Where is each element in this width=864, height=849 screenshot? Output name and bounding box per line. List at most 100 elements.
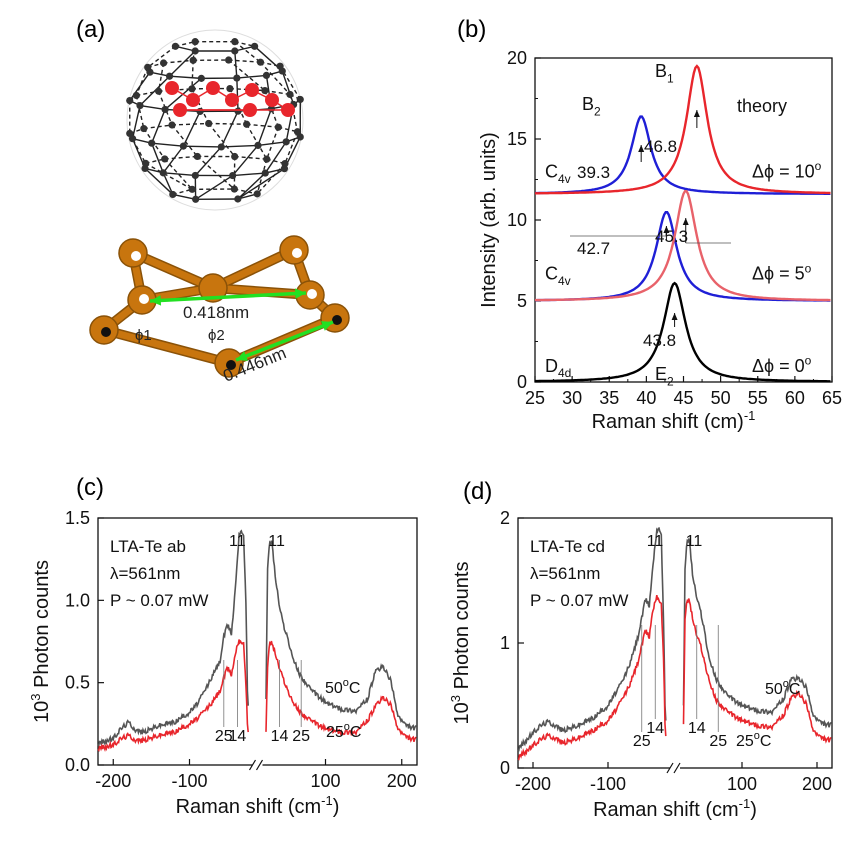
cage-bond [169, 75, 202, 80]
cage-atom [226, 84, 234, 93]
x-tick-label: 45 [673, 388, 693, 408]
temp-label-25: 25oC [736, 730, 771, 750]
peak-value-468: 46.8 [644, 137, 677, 156]
peak-arrow-head [682, 218, 689, 225]
cage-atom [197, 74, 205, 82]
peak-label-e2: E2 [655, 364, 674, 388]
ring-bond [100, 326, 233, 367]
te-atom [165, 81, 179, 95]
cage-bond [183, 145, 222, 148]
mode-label-right-14: 14 [271, 728, 289, 745]
cage-atom [256, 58, 265, 66]
ring-atom-hole [139, 294, 149, 304]
series-line [535, 64, 831, 195]
cage-bond [234, 41, 261, 63]
cage-atom [188, 185, 196, 193]
cage-bond [237, 168, 285, 200]
cage-atom [234, 195, 242, 203]
y-tick-label: 0.0 [65, 755, 90, 775]
y-axis-label: Intensity (arb. units) [478, 132, 500, 308]
cage-bond [237, 172, 266, 200]
cage-bond [228, 59, 261, 63]
cage-bond [139, 75, 171, 107]
ring-atom-dot [226, 360, 236, 370]
x-axis-label: Raman shift (cm-1) [593, 796, 757, 821]
cage-bond [164, 155, 198, 160]
cage-atom [154, 87, 163, 95]
cage-atom [144, 63, 152, 71]
cage-bond [234, 50, 238, 79]
mode-label-left-25: 25 [633, 733, 651, 750]
cage-atom [233, 74, 241, 82]
cage-bond [182, 111, 201, 147]
cage-bond [194, 146, 222, 176]
cage-atom [171, 42, 179, 50]
chart-b: 25 30 35 40 45 50 55 60 65 0 5 10 15 20 Raman shift (c… [478, 48, 842, 433]
x-tick-label: 100 [310, 771, 340, 791]
peak-arrow-head [638, 145, 645, 152]
peak-label-b2: B2 [582, 94, 601, 118]
cage-bond [151, 142, 164, 174]
cage-atom [231, 152, 239, 161]
y-tick-label: 15 [507, 129, 527, 149]
cage-bond [208, 122, 247, 125]
series-line [265, 540, 417, 732]
cage-bond [257, 108, 273, 146]
cage-bond [163, 59, 194, 64]
x-tick-label: -200 [515, 774, 551, 794]
y-tick-label: 20 [507, 48, 527, 68]
te-atom [173, 103, 187, 117]
series-line [265, 640, 417, 743]
cage-bond [259, 61, 291, 95]
axis-break [666, 762, 674, 774]
cage-atom [141, 159, 150, 167]
cage-bond [196, 155, 235, 190]
mode-label-left-14: 14 [646, 720, 664, 737]
x-tick-label: 100 [727, 774, 757, 794]
y-tick-label: 1.0 [65, 590, 90, 610]
cage-bond [284, 131, 299, 164]
cage-bond [135, 95, 145, 129]
cage-bond [171, 124, 198, 157]
x-tick-label: 55 [748, 388, 768, 408]
te-atom [245, 83, 259, 97]
cage-atom [253, 190, 261, 198]
mode-label-left-25: 25 [215, 728, 233, 745]
cage-bond [236, 74, 267, 79]
y-axis-label: 103 Photon counts [28, 560, 53, 723]
axis-break [255, 759, 264, 771]
panel-label-a: (a) [76, 16, 105, 43]
y-tick-label: 1 [500, 633, 510, 653]
cage-atom [274, 123, 282, 131]
y-tick-label: 10 [507, 210, 527, 230]
cage-atom [196, 107, 204, 116]
cage-bond [234, 188, 258, 195]
chart-d: -200 -100 100 200 0 1 2 Raman shift (cm-1) 103 P… [448, 508, 833, 821]
peak-value-453: 45.3 [655, 227, 688, 246]
panel-label-b: (b) [457, 16, 486, 43]
te-atom [225, 93, 239, 107]
cage-atom [254, 141, 262, 149]
cage-bond [264, 89, 291, 96]
axis-break-mask [252, 761, 263, 769]
cage-structure-illustration [126, 29, 304, 211]
ring-atom-hole [307, 289, 317, 299]
cage-atom [169, 190, 177, 199]
x-tick-label: 50 [711, 388, 731, 408]
axis-break-mask [670, 764, 680, 772]
cage-atom [192, 195, 200, 203]
row-symmetry-label: C4v [545, 161, 571, 185]
cage-bond [220, 110, 239, 148]
cage-bond [208, 123, 236, 157]
cage-atom [140, 124, 148, 133]
cage-atom [179, 142, 187, 150]
y-tick-label: 0 [500, 758, 510, 778]
annotation-theory: theory [737, 96, 787, 116]
info-text-2: P ~ 0.07 mW [110, 591, 208, 610]
peak-arrow-head [663, 226, 670, 233]
peak-value-427: 42.7 [577, 239, 610, 258]
series-line [97, 529, 249, 747]
cage-atom [191, 47, 199, 55]
cage-atom [217, 143, 225, 151]
row-symmetry-label: C4v [545, 263, 571, 287]
